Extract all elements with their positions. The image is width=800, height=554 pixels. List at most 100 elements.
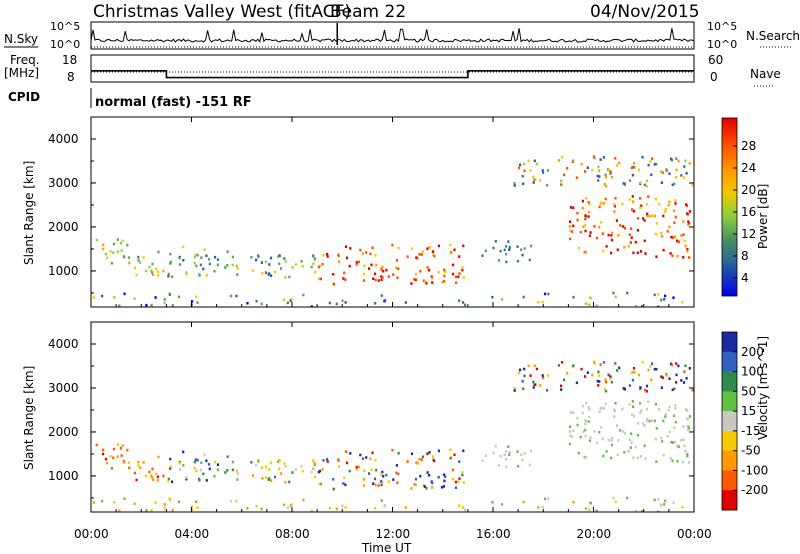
velocity-cell: [128, 466, 131, 470]
power-cell: [616, 248, 619, 252]
power-cell: [145, 303, 148, 307]
velocity-cell: [373, 477, 377, 481]
power-cell: [416, 257, 419, 260]
velocity-cell: [312, 459, 315, 463]
power-cell: [664, 210, 667, 213]
velocity-cell: [546, 374, 549, 377]
velocity-cell: [185, 476, 188, 479]
velocity-cell: [492, 451, 495, 455]
power-cell: [587, 215, 590, 218]
power-cell: [644, 252, 647, 255]
velocity-cell: [691, 388, 694, 392]
power-cell: [646, 212, 649, 216]
velocity-cell: [607, 438, 610, 442]
velocity-cell: [583, 455, 586, 459]
velocity-cell: [683, 444, 686, 448]
velocity-cell: [528, 463, 531, 467]
power-cell: [661, 171, 665, 175]
velocity-cell: [369, 457, 372, 461]
velocity-cell: [102, 452, 105, 456]
power-cell: [639, 197, 642, 200]
power-cell: [528, 258, 531, 262]
power-cell: [444, 270, 447, 273]
power-cell: [374, 302, 377, 305]
velocity-colorbar-segment: [722, 411, 737, 432]
power-cell: [342, 277, 345, 280]
velocity-cell: [518, 368, 522, 372]
velocity-cell: [669, 457, 672, 460]
velocity-cell: [396, 481, 399, 485]
velocity-cell: [523, 367, 526, 371]
velocity-cell: [604, 378, 607, 381]
velocity-cell: [110, 467, 113, 470]
power-cell: [116, 250, 119, 253]
power-cell: [582, 225, 585, 228]
velocity-cell: [433, 459, 436, 463]
velocity-cell: [655, 460, 658, 463]
velocity-cell: [610, 443, 614, 447]
power-cell: [628, 179, 631, 182]
velocity-cell: [322, 459, 325, 462]
velocity-cell: [637, 373, 641, 377]
power-cell: [264, 260, 267, 264]
power-cell: [602, 156, 605, 159]
nsky-right-tick-bottom: 10^0: [707, 38, 737, 51]
velocity-cell: [365, 456, 368, 459]
power-cell: [365, 251, 368, 254]
power-cell: [668, 172, 671, 175]
colorbar-tick-label: -50: [741, 444, 761, 458]
velocity-cell: [646, 417, 649, 421]
power-cell: [284, 276, 287, 279]
y-tick-label: 4000: [48, 132, 79, 146]
velocity-cell: [505, 457, 508, 461]
power-cell: [675, 157, 678, 160]
velocity-cell: [581, 411, 584, 415]
power-cell: [185, 271, 188, 274]
power-cell: [154, 296, 157, 299]
velocity-cell: [310, 470, 313, 474]
power-cell: [290, 298, 293, 301]
velocity-cell: [463, 508, 467, 512]
velocity-cell: [673, 414, 676, 417]
velocity-cell: [317, 470, 320, 474]
power-cell: [683, 165, 686, 168]
velocity-cell: [345, 461, 349, 465]
velocity-cell: [640, 409, 643, 413]
velocity-cell: [338, 465, 341, 468]
power-cell: [185, 272, 188, 276]
velocity-cell: [119, 447, 122, 450]
power-cell: [226, 250, 229, 253]
velocity-cell: [521, 380, 524, 383]
power-cell: [118, 304, 121, 307]
velocity-cell: [648, 419, 651, 423]
power-cell: [268, 263, 271, 266]
power-cell: [624, 227, 627, 230]
colorbar-tick-label: 100: [741, 365, 764, 379]
power-cell: [618, 161, 621, 165]
power-cell: [622, 182, 625, 185]
power-cell: [177, 295, 180, 299]
velocity-cell: [686, 428, 690, 431]
velocity-cell: [631, 400, 634, 403]
power-cell: [404, 301, 407, 304]
velocity-cell: [580, 367, 583, 371]
power-cell: [288, 275, 291, 279]
power-cell: [224, 266, 227, 269]
power-cell: [291, 266, 294, 269]
power-cell: [661, 235, 664, 238]
velocity-cell: [102, 448, 105, 452]
velocity-cell: [624, 432, 627, 435]
power-cell: [629, 241, 632, 244]
power-cell: [500, 298, 504, 301]
power-cell: [101, 294, 104, 298]
velocity-cell: [461, 506, 465, 509]
velocity-cell: [157, 455, 160, 459]
power-cell: [607, 233, 610, 237]
velocity-cell: [572, 429, 575, 433]
velocity-cell: [255, 463, 258, 467]
velocity-cell: [646, 419, 649, 423]
velocity-cell: [601, 437, 604, 440]
velocity-cell: [123, 497, 126, 501]
velocity-cell: [604, 380, 608, 384]
velocity-cell: [374, 483, 377, 487]
